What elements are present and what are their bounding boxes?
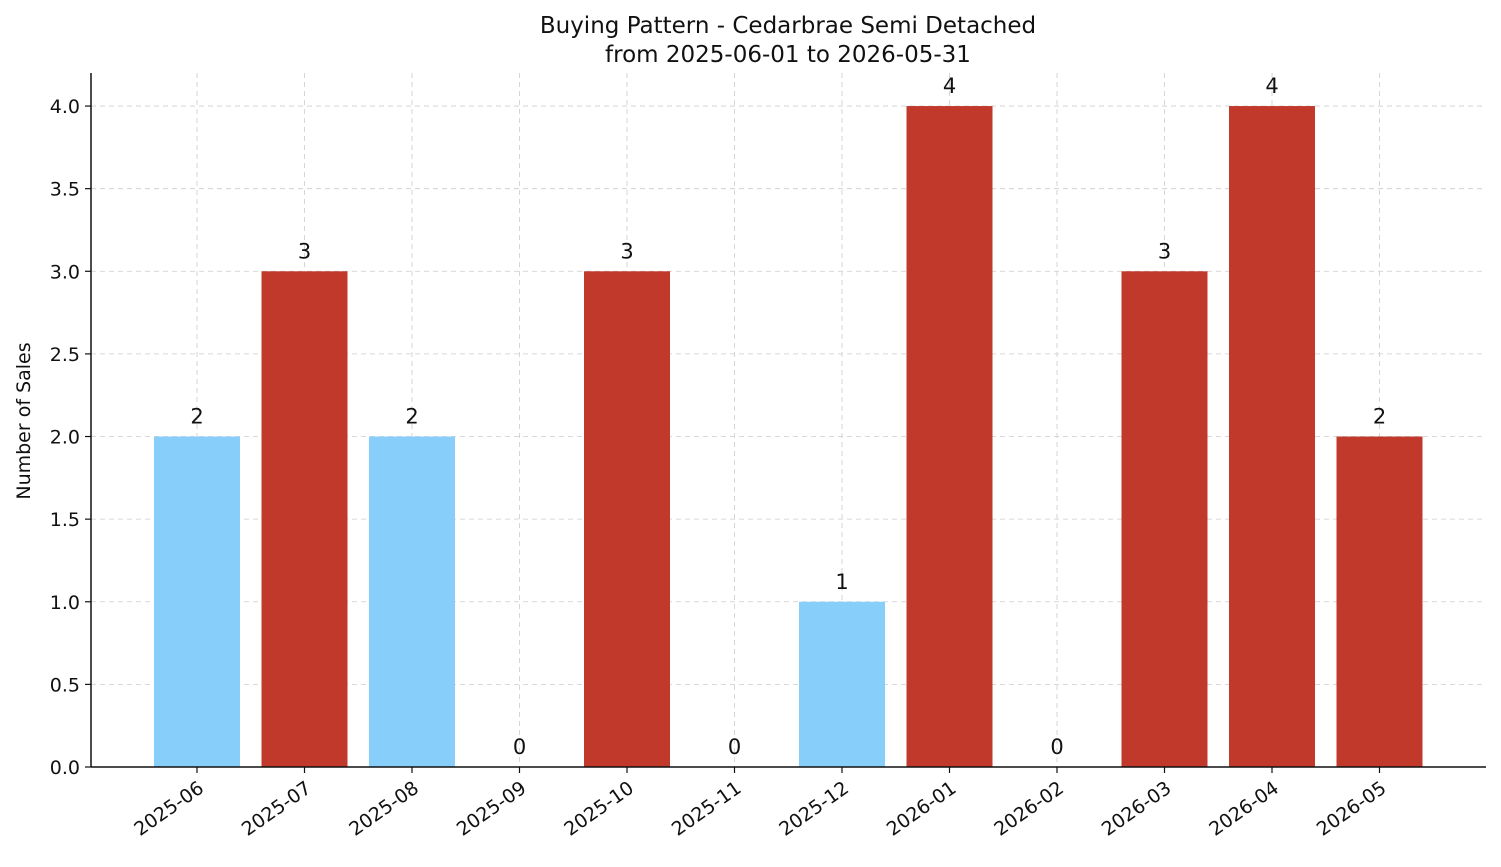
bar-2026-03 [1121, 271, 1208, 767]
x-tick-label: 2025-10 [560, 777, 638, 841]
bar-2026-04 [1229, 106, 1315, 768]
data-label: 4 [1265, 74, 1278, 98]
x-tick-label: 2025-06 [130, 777, 208, 841]
bar-2026-05 [1336, 436, 1423, 767]
data-label: 0 [1050, 735, 1063, 759]
chart-title: Buying Pattern - Cedarbrae Semi Detached [540, 13, 1036, 39]
data-label: 3 [620, 239, 633, 263]
y-tick-label: 3.5 [50, 179, 80, 201]
y-tick-label: 3.0 [50, 261, 80, 283]
y-tick-label: 0.0 [50, 757, 80, 779]
bar-2025-08 [369, 436, 455, 767]
x-tick-label: 2025-09 [453, 777, 531, 841]
x-tick-label: 2025-11 [668, 777, 746, 841]
label-layer: 2 3 2 0 3 0 1 4 0 3 4 2 [190, 74, 1386, 759]
bar-2025-07 [261, 271, 348, 767]
data-label: 2 [190, 405, 203, 429]
bar-layer [154, 106, 1423, 768]
data-label: 0 [513, 735, 526, 759]
bar-2025-10 [584, 271, 670, 767]
data-label: 3 [298, 239, 311, 263]
y-tick-label: 1.5 [50, 509, 80, 531]
data-label: 4 [943, 74, 956, 98]
data-label: 0 [728, 735, 741, 759]
bar-2025-12 [799, 601, 885, 767]
x-tick-label: 2025-07 [238, 777, 316, 841]
x-tick-label: 2026-04 [1205, 777, 1283, 841]
x-tick-label: 2026-02 [990, 777, 1068, 841]
bar-2026-01 [906, 106, 993, 768]
x-tick-label: 2026-03 [1098, 777, 1176, 841]
y-tick-label: 0.5 [50, 674, 80, 696]
x-tick-label: 2025-12 [775, 777, 853, 841]
x-tick-label: 2025-08 [345, 777, 423, 841]
y-tick-label: 4.0 [50, 96, 80, 118]
x-tick-label: 2026-05 [1313, 777, 1391, 841]
bar-2025-06 [154, 436, 240, 767]
data-label: 3 [1158, 239, 1171, 263]
y-tick-label: 2.0 [50, 427, 80, 449]
data-label: 1 [835, 570, 848, 594]
data-label: 2 [405, 405, 418, 429]
y-tick-label: 2.5 [50, 344, 80, 366]
chart-subtitle: from 2025-06-01 to 2026-05-31 [605, 42, 971, 68]
data-label: 2 [1373, 405, 1386, 429]
y-tick-label: 1.0 [50, 592, 80, 614]
x-tick-label: 2026-01 [883, 777, 961, 841]
y-axis-label: Number of Sales [13, 342, 35, 499]
